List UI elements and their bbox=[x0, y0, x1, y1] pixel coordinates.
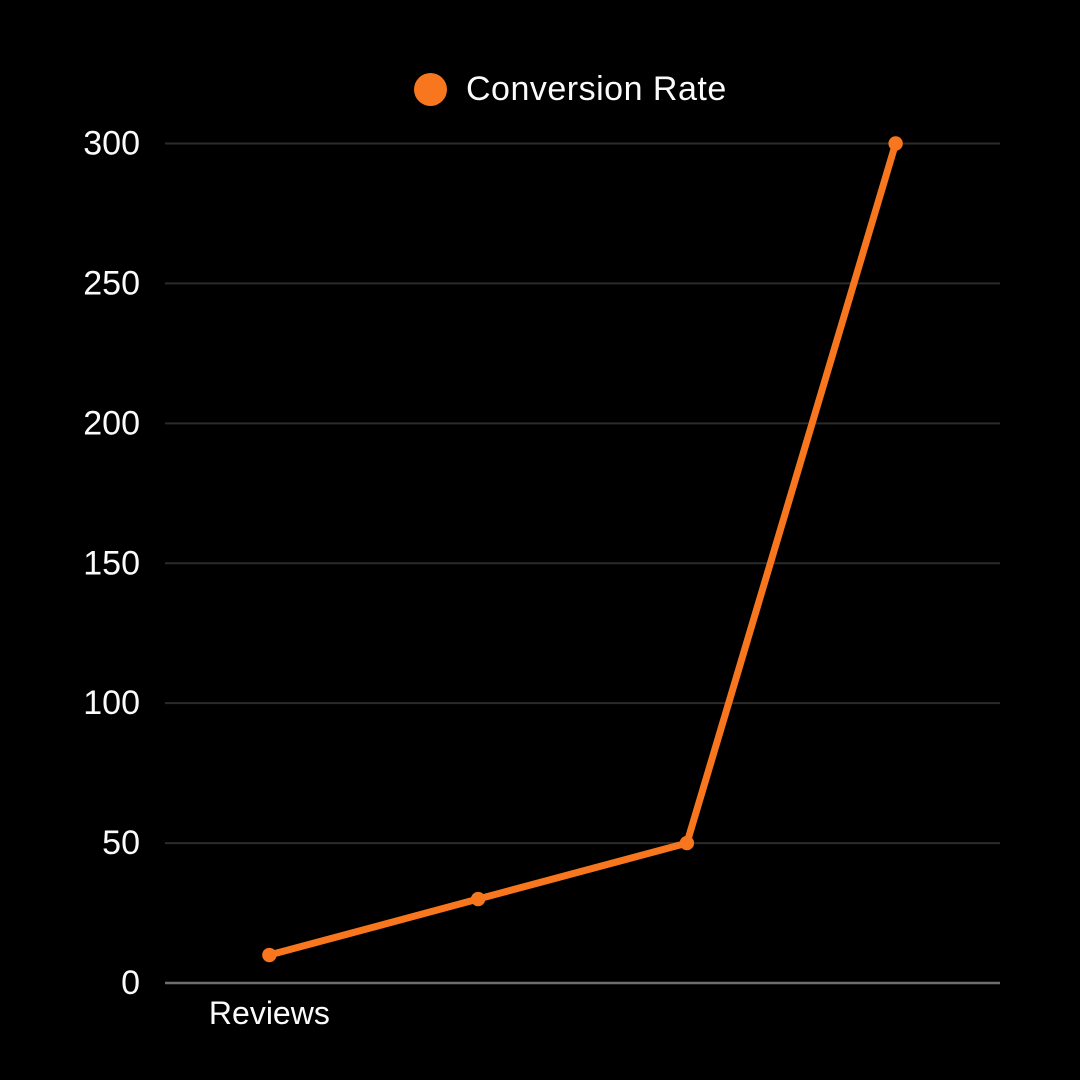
x-tick-label: Reviews bbox=[209, 995, 330, 1031]
data-point bbox=[262, 947, 277, 963]
y-tick-label: 150 bbox=[83, 544, 140, 582]
y-tick-label: 250 bbox=[83, 264, 140, 302]
y-tick-label: 0 bbox=[121, 964, 140, 1002]
y-tick-label: 100 bbox=[83, 684, 140, 722]
series-line bbox=[265, 140, 900, 959]
data-point bbox=[470, 891, 486, 907]
y-tick-label: 200 bbox=[83, 404, 140, 442]
y-tick-label: 300 bbox=[83, 125, 140, 163]
y-tick-label: 50 bbox=[102, 824, 140, 862]
legend-label: Conversion Rate bbox=[466, 70, 727, 108]
legend-marker-icon bbox=[414, 73, 447, 106]
legend: Conversion Rate bbox=[414, 70, 727, 109]
data-point bbox=[679, 835, 695, 851]
data-point bbox=[888, 136, 903, 151]
